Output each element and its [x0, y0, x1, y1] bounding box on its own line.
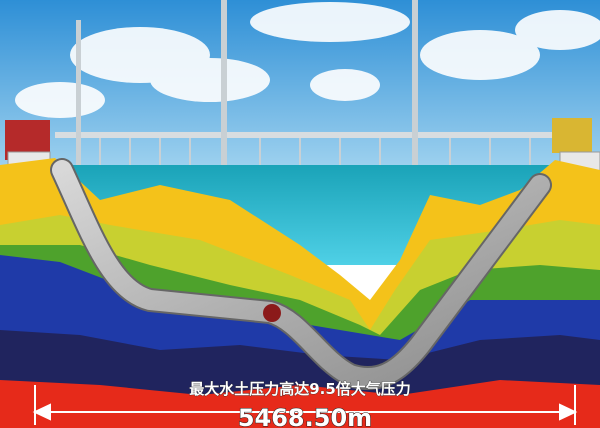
caption: 最大水土压力高达9.5倍大气压力: [189, 380, 411, 398]
tunnel: [52, 160, 550, 389]
length-arrow: [32, 385, 578, 425]
length-label: 5468.50m: [238, 404, 372, 428]
shield-machine: [263, 304, 281, 322]
